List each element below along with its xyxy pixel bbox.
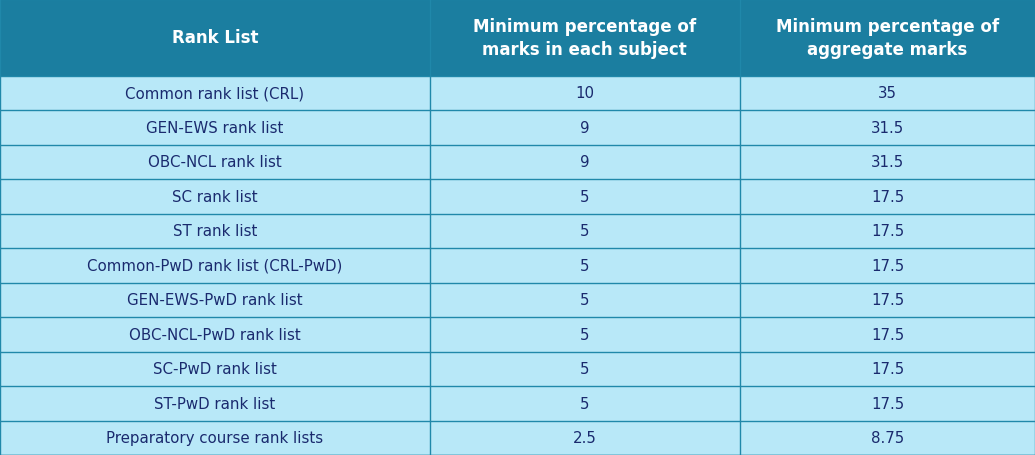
Text: Minimum percentage of
aggregate marks: Minimum percentage of aggregate marks <box>776 17 999 59</box>
Text: 17.5: 17.5 <box>870 258 905 273</box>
Text: SC-PwD rank list: SC-PwD rank list <box>153 361 276 376</box>
Bar <box>430 352 740 386</box>
Bar <box>740 386 1035 420</box>
Text: 5: 5 <box>580 258 590 273</box>
Bar <box>430 0 740 76</box>
Text: 31.5: 31.5 <box>870 155 905 170</box>
Bar <box>740 76 1035 111</box>
Bar <box>0 386 430 420</box>
Bar <box>740 317 1035 352</box>
Text: 17.5: 17.5 <box>870 224 905 239</box>
Bar <box>430 317 740 352</box>
Bar <box>430 248 740 283</box>
Text: Common-PwD rank list (CRL-PwD): Common-PwD rank list (CRL-PwD) <box>87 258 343 273</box>
Text: 5: 5 <box>580 327 590 342</box>
Text: Minimum percentage of
marks in each subject: Minimum percentage of marks in each subj… <box>473 17 697 59</box>
Bar <box>430 111 740 145</box>
Text: 5: 5 <box>580 224 590 239</box>
Text: 9: 9 <box>580 121 590 136</box>
Text: 5: 5 <box>580 396 590 411</box>
Bar <box>740 111 1035 145</box>
Text: 9: 9 <box>580 155 590 170</box>
Text: 8.75: 8.75 <box>870 430 905 445</box>
Text: 17.5: 17.5 <box>870 327 905 342</box>
Text: 17.5: 17.5 <box>870 189 905 204</box>
Bar <box>430 76 740 111</box>
Text: Preparatory course rank lists: Preparatory course rank lists <box>107 430 323 445</box>
Bar <box>0 420 430 455</box>
Text: Common rank list (CRL): Common rank list (CRL) <box>125 86 304 101</box>
Bar <box>430 420 740 455</box>
Text: 17.5: 17.5 <box>870 396 905 411</box>
Bar <box>0 180 430 214</box>
Bar <box>0 145 430 180</box>
Bar <box>740 214 1035 248</box>
Bar <box>0 352 430 386</box>
Bar <box>0 214 430 248</box>
Bar <box>430 180 740 214</box>
Bar <box>740 283 1035 317</box>
Bar <box>0 0 430 76</box>
Text: 2.5: 2.5 <box>572 430 597 445</box>
Text: 17.5: 17.5 <box>870 361 905 376</box>
Text: OBC-NCL rank list: OBC-NCL rank list <box>148 155 282 170</box>
Text: 31.5: 31.5 <box>870 121 905 136</box>
Text: 5: 5 <box>580 293 590 308</box>
Bar <box>430 386 740 420</box>
Text: 10: 10 <box>575 86 594 101</box>
Bar <box>740 180 1035 214</box>
Bar <box>740 145 1035 180</box>
Bar <box>0 283 430 317</box>
Text: SC rank list: SC rank list <box>172 189 258 204</box>
Text: ST rank list: ST rank list <box>173 224 257 239</box>
Text: 17.5: 17.5 <box>870 293 905 308</box>
Text: 35: 35 <box>878 86 897 101</box>
Bar <box>0 248 430 283</box>
Text: GEN-EWS-PwD rank list: GEN-EWS-PwD rank list <box>127 293 302 308</box>
Bar <box>740 352 1035 386</box>
Text: OBC-NCL-PwD rank list: OBC-NCL-PwD rank list <box>129 327 300 342</box>
Bar <box>0 76 430 111</box>
Text: Rank List: Rank List <box>172 29 258 47</box>
Bar <box>430 283 740 317</box>
Text: GEN-EWS rank list: GEN-EWS rank list <box>146 121 284 136</box>
Bar <box>740 420 1035 455</box>
Text: ST-PwD rank list: ST-PwD rank list <box>154 396 275 411</box>
Bar <box>430 145 740 180</box>
Bar <box>740 248 1035 283</box>
Text: 5: 5 <box>580 189 590 204</box>
Bar <box>0 317 430 352</box>
Bar <box>0 111 430 145</box>
Bar <box>740 0 1035 76</box>
Bar <box>430 214 740 248</box>
Text: 5: 5 <box>580 361 590 376</box>
